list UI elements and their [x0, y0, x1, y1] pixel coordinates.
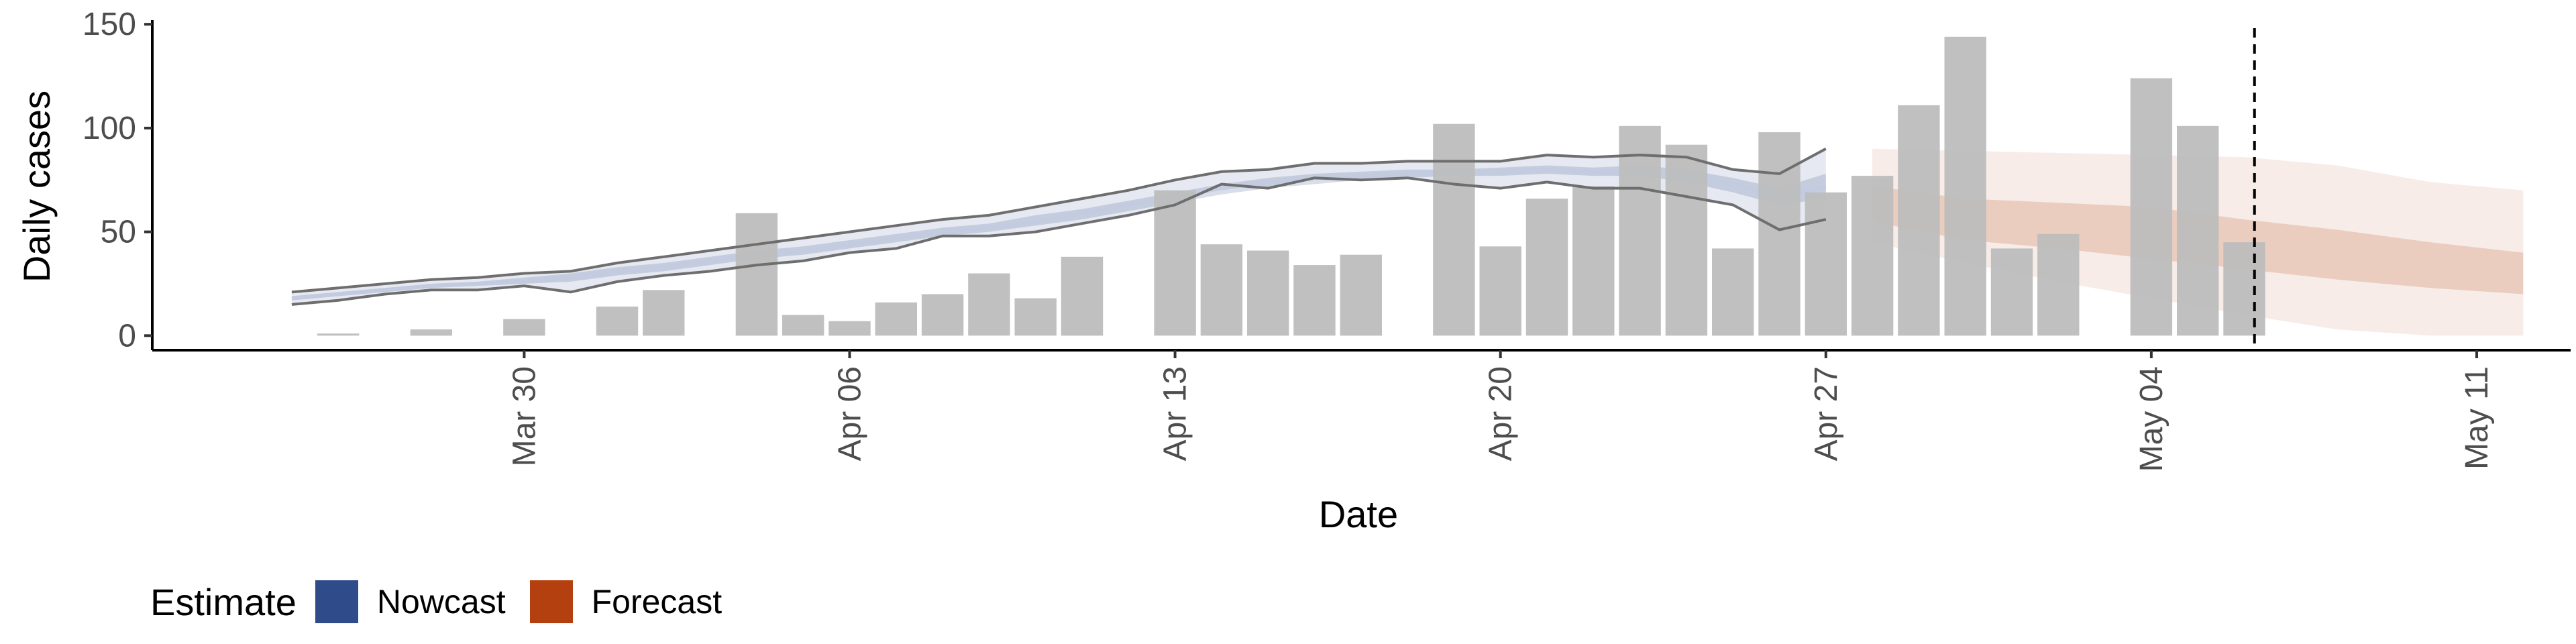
case-bar-2020-04-04	[735, 213, 778, 336]
case-bar-2020-04-14	[1200, 244, 1243, 336]
x-tick-label-2020-04-06: Apr 06	[833, 366, 868, 461]
y-axis-title: Daily cases	[15, 91, 58, 282]
case-bar-2020-03-26	[317, 333, 360, 336]
case-bar-2020-04-10	[1014, 298, 1057, 336]
case-bar-2020-04-16	[1293, 265, 1336, 336]
legend: Estimate Nowcast Forecast	[150, 578, 746, 625]
x-tick-label-2020-05-11: May 11	[2459, 366, 2495, 470]
legend-label-forecast: Forecast	[591, 583, 722, 621]
x-tick-label-2020-04-27: Apr 27	[1809, 366, 1844, 461]
x-tick-label-2020-03-30: Mar 30	[506, 366, 542, 466]
case-bar-2020-04-09	[968, 273, 1010, 336]
axes: 0 50 100 150 Mar 30 Apr 06 Apr 13 Apr 20 Apr 27 M…	[83, 7, 2571, 472]
legend-label-nowcast: Nowcast	[376, 583, 506, 621]
case-bar-2020-04-01	[596, 307, 639, 336]
case-bar-2020-05-06	[2223, 242, 2265, 336]
case-bar-2020-04-05	[782, 315, 824, 336]
case-bar-2020-04-25	[1712, 248, 1754, 336]
case-bars	[317, 36, 2265, 336]
case-bar-2020-04-17	[1340, 254, 1382, 336]
case-bar-2020-04-19	[1433, 123, 1475, 336]
nowcast-outline-lines	[291, 28, 2256, 350]
x-tick-label-2020-04-20: Apr 20	[1483, 366, 1519, 461]
y-tick-label-0: 0	[118, 318, 136, 354]
case-bar-2020-05-01	[1990, 248, 2033, 336]
nowcast-median-line	[291, 167, 1827, 301]
y-tick-label-100: 100	[83, 111, 136, 146]
case-bar-2020-04-30	[1944, 36, 1986, 336]
case-bar-2020-04-26	[1758, 132, 1801, 336]
x-tick-label-2020-04-13: Apr 13	[1158, 366, 1193, 461]
case-bar-2020-04-07	[875, 302, 917, 336]
case-bar-2020-04-15	[1247, 250, 1289, 336]
legend-title: Estimate	[150, 580, 297, 623]
case-bar-2020-04-13	[1154, 190, 1196, 336]
case-bar-2020-03-28	[410, 329, 452, 336]
case-bar-2020-04-29	[1898, 105, 1940, 336]
nowcast-lower-line	[291, 176, 1827, 306]
x-tick-label-2020-05-04: May 04	[2134, 366, 2169, 472]
case-bar-2020-04-28	[1851, 176, 1894, 336]
case-bar-2020-04-22	[1572, 186, 1615, 336]
legend-key-nowcast	[315, 580, 358, 623]
legend-key-forecast	[529, 580, 573, 623]
case-bar-2020-04-21	[1525, 199, 1568, 336]
nowcast-upper-line	[291, 148, 1827, 294]
case-bar-2020-03-30	[503, 319, 545, 336]
case-bar-2020-04-23	[1619, 125, 1661, 336]
case-bar-2020-05-04	[2130, 78, 2173, 336]
case-bar-2020-04-02	[643, 290, 685, 336]
x-axis-title: Date	[1319, 493, 1398, 535]
y-tick-label-50: 50	[101, 215, 136, 250]
case-bar-2020-04-24	[1665, 144, 1708, 336]
y-tick-label-150: 150	[83, 7, 136, 42]
case-bar-2020-04-20	[1479, 246, 1521, 336]
case-bar-2020-05-05	[2177, 125, 2219, 336]
case-bar-2020-04-08	[921, 294, 964, 336]
case-bar-2020-04-11	[1061, 256, 1104, 336]
case-bar-2020-04-06	[828, 321, 871, 336]
case-bar-2020-05-02	[2037, 233, 2080, 336]
case-bar-2020-04-27	[1805, 192, 1847, 336]
